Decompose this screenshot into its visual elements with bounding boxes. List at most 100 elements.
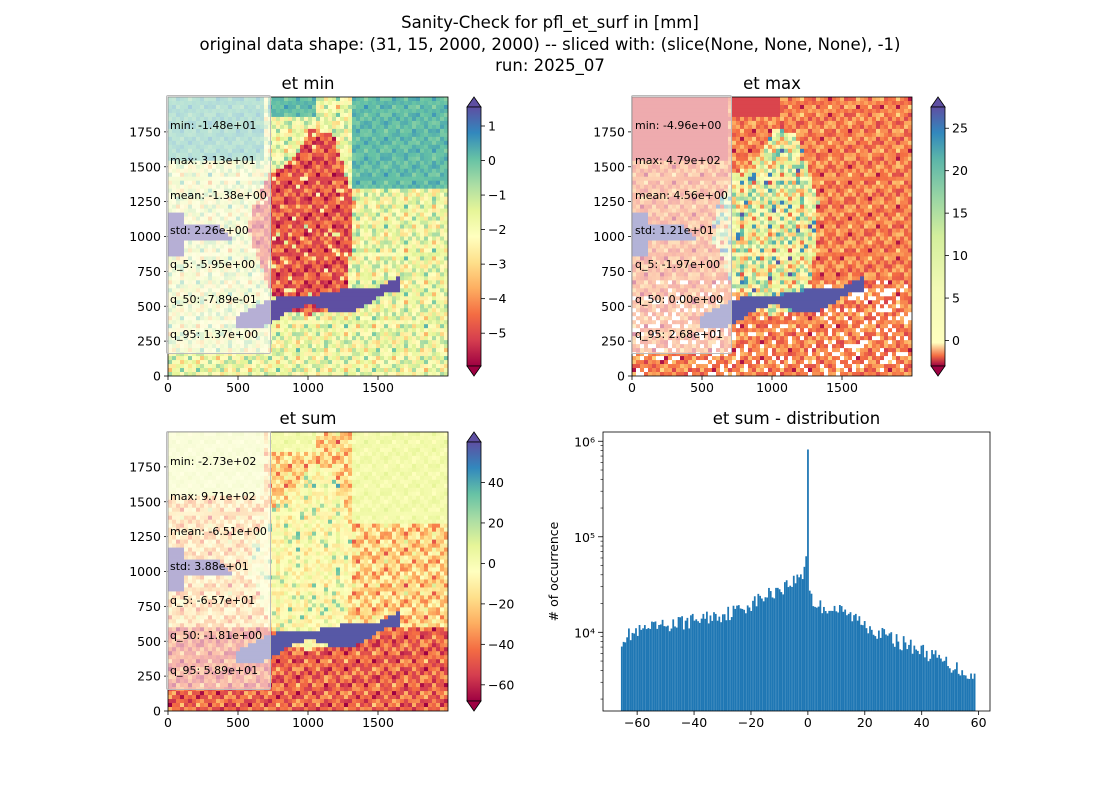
heatmap-cell: [320, 152, 325, 158]
heatmap-cell: [436, 144, 441, 150]
heatmap-cell: [356, 340, 361, 345]
heatmap-cell: [384, 124, 389, 130]
heatmap-cell: [272, 272, 277, 277]
heatmap-cell: [372, 132, 377, 138]
heatmap-cell: [360, 104, 365, 110]
heatmap-cell: [284, 156, 289, 162]
heatmap-cell: [356, 204, 361, 209]
heatmap-cell: [348, 316, 353, 321]
heatmap-cell: [408, 116, 413, 122]
heatmap-cell: [412, 224, 417, 229]
heatmap-cell: [340, 124, 345, 130]
heatmap-cell: [376, 272, 381, 277]
heatmap-cell: [176, 372, 181, 376]
heatmap-cell: [380, 188, 385, 194]
heatmap-cell: [312, 152, 317, 158]
heatmap-cell: [320, 128, 325, 134]
heatmap-cell: [392, 120, 397, 126]
heatmap-cell: [360, 132, 365, 138]
heatmap-cell: [344, 248, 349, 253]
heatmap-cell: [316, 248, 321, 253]
heatmap-cell: [324, 112, 329, 118]
heatmap-cell: [444, 344, 448, 349]
heatmap-cell: [176, 352, 181, 357]
heatmap-cell: [292, 320, 297, 325]
heatmap-cell: [412, 220, 417, 225]
heatmap-cell: [336, 196, 341, 202]
heatmap-cell: [412, 324, 417, 329]
heatmap-cell: [400, 180, 405, 186]
heatmap-cell: [360, 108, 365, 114]
heatmap-cell: [352, 136, 357, 142]
heatmap-cell: [308, 316, 313, 321]
heatmap-cell: [416, 184, 421, 190]
heatmap-cell: [428, 288, 433, 293]
heatmap-cell: [372, 224, 377, 229]
heatmap-cell: [392, 324, 397, 329]
heatmap-cell: [280, 240, 285, 245]
heatmap-cell: [224, 364, 229, 369]
heatmap-cell: [372, 300, 377, 305]
heatmap-cell: [436, 356, 441, 361]
heatmap-cell: [388, 136, 393, 142]
heatmap-cell: [296, 332, 301, 337]
heatmap-cell: [276, 192, 281, 198]
heatmap-cell: [352, 112, 357, 118]
heatmap-cell: [352, 156, 357, 162]
heatmap-cell: [384, 304, 389, 309]
heatmap-cell: [384, 132, 389, 138]
heatmap-cell: [332, 360, 337, 365]
heatmap-cell: [328, 176, 333, 182]
heatmap-cell: [304, 360, 309, 365]
heatmap-cell: [432, 132, 437, 138]
heatmap-cell: [364, 284, 369, 289]
heatmap-cell: [280, 144, 285, 150]
heatmap-cell: [436, 368, 441, 373]
heatmap-cell: [324, 148, 329, 154]
heatmap-cell: [304, 120, 309, 126]
heatmap-cell: [416, 232, 421, 237]
heatmap-cell: [292, 288, 297, 293]
heatmap-cell: [336, 328, 341, 333]
heatmap-cell: [368, 256, 373, 261]
heatmap-cell: [404, 372, 409, 376]
heatmap-cell: [412, 256, 417, 261]
heatmap-cell: [372, 120, 377, 126]
heatmap-cell: [400, 200, 405, 206]
heatmap-cell: [360, 256, 365, 261]
heatmap-cell: [320, 108, 325, 114]
heatmap-cell: [400, 364, 405, 369]
heatmap-cell: [336, 116, 341, 122]
heatmap-cell: [272, 172, 277, 178]
heatmap-cell: [324, 136, 329, 142]
heatmap-cell: [312, 308, 317, 313]
heatmap-cell: [288, 364, 293, 369]
heatmap-cell: [360, 168, 365, 174]
heatmap-cell: [380, 116, 385, 122]
heatmap-cell: [324, 324, 329, 329]
heatmap-cell: [424, 208, 429, 213]
heatmap-cell: [416, 244, 421, 249]
heatmap-cell: [304, 104, 309, 110]
heatmap-cell: [400, 168, 405, 174]
heatmap-cell: [312, 156, 317, 162]
heatmap-cell: [412, 164, 417, 170]
heatmap-cell: [420, 232, 425, 237]
heatmap-cell: [384, 244, 389, 249]
heatmap-cell: [396, 320, 401, 325]
heatmap-cell: [372, 124, 377, 130]
heatmap-cell: [364, 160, 369, 166]
heatmap-cell: [404, 356, 409, 361]
heatmap-cell: [432, 356, 437, 361]
heatmap-cell: [352, 236, 357, 241]
heatmap-cell: [404, 304, 409, 309]
heatmap-cell: [368, 120, 373, 126]
heatmap-cell: [424, 292, 429, 297]
heatmap-cell: [312, 140, 317, 146]
heatmap-cell: [312, 324, 317, 329]
heatmap-cell: [284, 160, 289, 166]
heatmap-cell: [348, 320, 353, 325]
heatmap-cell: [316, 300, 321, 305]
heatmap-cell: [284, 288, 289, 293]
heatmap-cell: [404, 272, 409, 277]
